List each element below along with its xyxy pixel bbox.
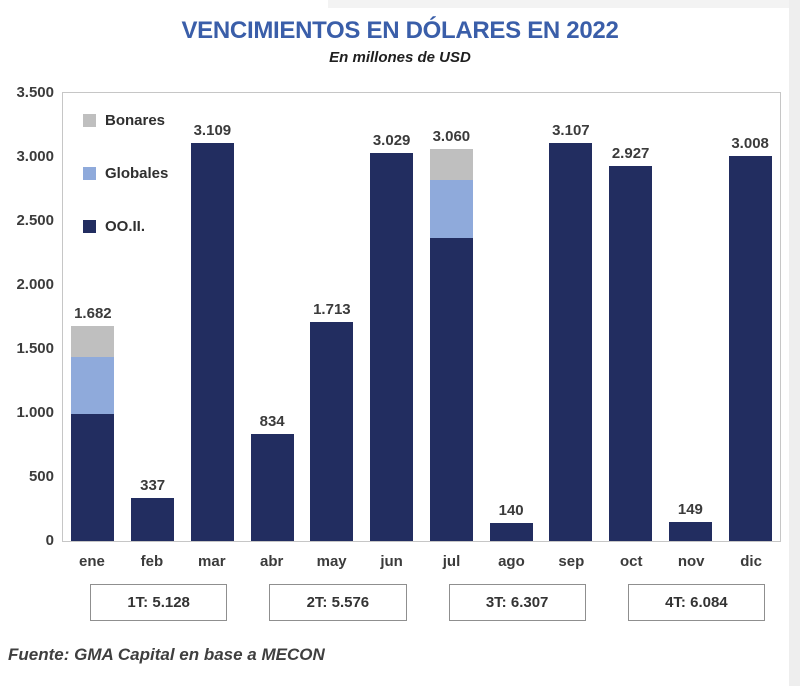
legend: Bonares Globales OO.II. [83,113,168,272]
legend-label: OO.II. [105,218,146,235]
bar-segment-globales [429,180,473,239]
bar-value-label: 3.109 [193,122,232,140]
x-axis-label-feb: feb [140,553,164,570]
quarter-box-3t: 3T: 6.307 [448,584,586,621]
bar-stack [668,521,712,541]
bar-segment-ooii [609,166,653,541]
bar-column-jul: 3.060 [422,93,482,541]
y-tick-label: 3.000 [16,148,54,165]
legend-item-ooii: OO.II. [83,219,168,234]
bar-segment-ooii [429,238,473,541]
legend-item-bonares: Bonares [83,113,168,128]
bar-segment-ooii [489,523,533,541]
bar-stack [71,325,115,541]
bar-segment-ooii [728,155,772,541]
bar-column-abr: 834 [242,93,302,541]
bar-value-label: 337 [140,476,166,494]
bar-stack [549,143,593,541]
bar-stack [190,143,234,541]
y-tick-label: 3.500 [16,84,54,101]
bar-stack [131,497,175,541]
bar-stack [609,166,653,541]
y-tick-label: 500 [28,468,54,485]
x-axis-label-nov: nov [677,553,705,570]
chart-subtitle: En millones de USD [329,49,471,66]
x-axis-label-ene: ene [79,553,105,570]
bar-segment-ooii [190,143,234,541]
bar-column-may: 1.713 [302,93,362,541]
x-axis-label-jun: jun [380,553,403,570]
legend-swatch-icon [83,114,96,127]
y-tick-label: 2.000 [16,276,54,293]
legend-label: Bonares [105,112,166,129]
legend-swatch-icon [83,167,96,180]
x-axis-label-jul: jul [442,553,461,570]
y-tick-label: 1.000 [16,404,54,421]
x-axis-label-sep: sep [558,553,585,570]
bar-stack [250,434,294,541]
bar-column-jun: 3.029 [362,93,422,541]
page-edge-top [328,0,800,8]
bar-column-nov: 149 [661,93,721,541]
y-axis: 3.500 3.000 2.500 2.000 1.500 1.000 500 0 [0,85,54,548]
bar-segment-ooii [131,497,175,541]
legend-item-globales: Globales [83,166,168,181]
bar-value-label: 2.927 [611,145,650,163]
bar-value-label: 140 [498,502,524,520]
bar-segment-globales [71,357,115,415]
x-axis-label-mar: mar [198,553,226,570]
bar-value-label: 3.060 [432,128,471,146]
quarter-totals-row: 1T: 5.128 2T: 5.576 3T: 6.307 4T: 6.084 [0,584,800,624]
bar-value-label: 3.107 [552,122,590,140]
y-tick-label: 2.500 [16,212,54,229]
plot-area: Bonares Globales OO.II. 1.682 337 3.109 834 1.… [62,92,781,542]
bar-column-sep: 3.107 [541,93,601,541]
bar-value-label: 3.029 [372,132,411,150]
bar-value-label: 149 [677,500,703,518]
x-axis-label-may: may [316,553,347,570]
bar-stack [728,155,772,541]
x-axis-label-abr: abr [260,553,284,570]
source-note: Fuente: GMA Capital en base a MECON [8,645,325,664]
chart-title: VENCIMIENTOS EN DÓLARES EN 2022 [181,17,619,44]
y-tick-label: 0 [45,532,54,549]
bar-segment-ooii [71,414,115,541]
bar-column-ago: 140 [481,93,541,541]
legend-label: Globales [105,165,169,182]
bar-column-feb: 337 [123,93,183,541]
bar-column-mar: 3.109 [183,93,243,541]
x-axis-label-dic: dic [740,553,762,570]
bar-value-label: 1.682 [74,304,112,322]
bar-column-oct: 2.927 [601,93,661,541]
quarter-box-2t: 2T: 5.576 [269,584,407,621]
bar-segment-bonares [71,325,115,358]
x-axis-label-oct: oct [620,553,643,570]
bar-value-label: 1.713 [313,300,351,318]
bar-segment-ooii [370,153,414,541]
x-axis-label-ago: ago [498,553,525,570]
quarter-box-1t: 1T: 5.128 [90,584,228,621]
bar-value-label: 834 [259,413,285,431]
bar-segment-bonares [429,149,473,181]
bar-value-label: 3.008 [731,134,769,152]
legend-swatch-icon [83,220,96,233]
bar-segment-ooii [549,143,593,541]
bar-stack [429,149,473,541]
bar-stack [370,153,414,541]
x-axis-labels: ene feb mar abr may jun jul ago sep oct nov dic [62,553,781,570]
bar-segment-ooii [668,521,712,541]
bar-stack [310,321,354,541]
bar-stack [489,523,533,541]
bar-segment-ooii [250,434,294,541]
bar-segment-ooii [310,321,354,541]
page-edge-right [789,0,800,686]
quarter-box-4t: 4T: 6.084 [627,584,765,621]
bar-column-dic: 3.008 [720,93,780,541]
bar-column-ene: 1.682 [63,93,123,541]
y-tick-label: 1.500 [16,340,54,357]
